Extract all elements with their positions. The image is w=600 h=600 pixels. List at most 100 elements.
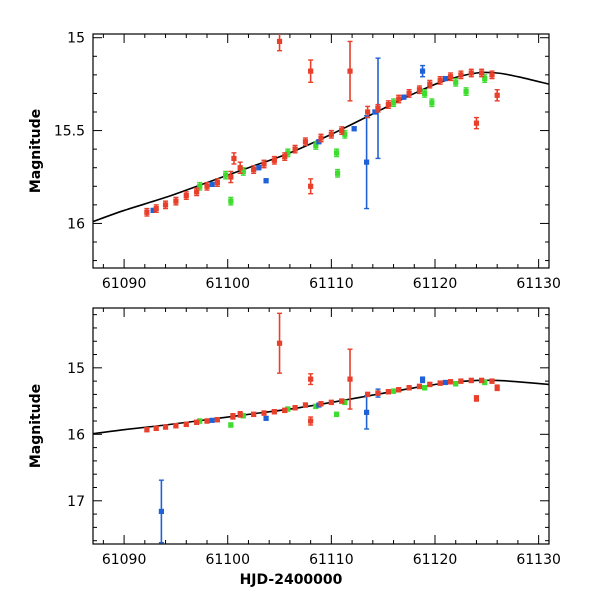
- data-point: [282, 407, 288, 413]
- data-point: [375, 105, 381, 111]
- y-tick-label: 16: [67, 216, 85, 232]
- data-point: [237, 165, 243, 171]
- data-point: [251, 411, 257, 417]
- data-point: [271, 157, 277, 163]
- data-point: [416, 87, 423, 93]
- data-point: [372, 109, 378, 115]
- data-point: [308, 418, 314, 424]
- plot-frame: [92, 33, 550, 269]
- x-tick-label: 61090: [102, 552, 147, 568]
- data-point: [261, 410, 267, 416]
- data-point: [442, 379, 448, 386]
- data-point: [458, 378, 464, 384]
- data-point: [173, 423, 179, 429]
- plot-frame: [92, 307, 550, 545]
- data-point: [437, 380, 443, 386]
- data-point: [365, 391, 371, 398]
- x-tick-label: 61120: [413, 552, 458, 568]
- model-curve: [93, 71, 549, 223]
- data-point: [251, 166, 257, 173]
- data-point: [230, 413, 236, 419]
- data-point: [302, 402, 309, 408]
- data-point: [416, 383, 423, 390]
- data-point: [214, 417, 220, 423]
- data-point: [401, 94, 407, 100]
- x-tick-label: 61110: [309, 276, 354, 292]
- data-point: [256, 165, 262, 171]
- data-point: [204, 183, 210, 189]
- data-point: [197, 418, 203, 424]
- data-point: [162, 424, 169, 430]
- data-point: [453, 381, 459, 387]
- data-point: [447, 74, 454, 80]
- data-point: [437, 77, 443, 84]
- data-point: [342, 399, 348, 405]
- top-panel: 61090 61100 61110 61120 61130 15 15.5 16 Magnitu…: [28, 31, 561, 292]
- data-point: [479, 70, 485, 76]
- data-point: [308, 376, 314, 382]
- data-point: [342, 131, 348, 137]
- data-point: [442, 75, 448, 82]
- data-point: [482, 75, 488, 82]
- data-point: [204, 418, 210, 424]
- data-point: [302, 139, 309, 145]
- data-point: [228, 174, 234, 180]
- data-point: [153, 205, 159, 212]
- data-point: [209, 181, 215, 188]
- data-point: [197, 183, 203, 189]
- data-point: [144, 209, 150, 215]
- data-point: [334, 170, 341, 176]
- data-point: [328, 399, 334, 405]
- data-point: [494, 385, 500, 391]
- data-point: [406, 90, 412, 97]
- series-red: [144, 312, 500, 433]
- data-point: [162, 202, 169, 208]
- data-point: [333, 411, 340, 417]
- data-point: [194, 419, 200, 425]
- data-point: [240, 168, 246, 175]
- data-point: [463, 88, 469, 95]
- data-point: [150, 207, 156, 214]
- data-point: [285, 406, 291, 412]
- data-point: [223, 172, 229, 178]
- series-red: [144, 34, 500, 217]
- data-point: [365, 109, 371, 115]
- data-point: [313, 142, 319, 149]
- data-point: [347, 68, 353, 74]
- data-point: [429, 100, 435, 106]
- data-point: [473, 395, 480, 402]
- data-point: [390, 388, 397, 394]
- data-point: [318, 401, 324, 407]
- data-point: [494, 92, 500, 98]
- data-point: [351, 126, 357, 132]
- data-point: [333, 150, 340, 156]
- plot-area: [93, 34, 549, 223]
- data-point: [339, 398, 345, 404]
- y-tick-label: 16: [67, 427, 85, 443]
- data-point: [271, 409, 277, 415]
- data-point: [292, 405, 298, 411]
- y-tick-label: 17: [67, 494, 85, 510]
- data-point: [468, 70, 474, 76]
- model-curve: [93, 379, 549, 435]
- data-point: [173, 198, 179, 204]
- data-point: [375, 390, 381, 396]
- data-point: [263, 415, 269, 421]
- x-tick-label: 61090: [102, 276, 147, 292]
- data-point: [489, 378, 495, 384]
- data-point: [183, 421, 189, 427]
- data-point: [144, 427, 150, 433]
- x-axis-label: HJD-2400000: [240, 572, 343, 588]
- data-point: [364, 159, 370, 165]
- x-tick-label: 61100: [205, 552, 250, 568]
- data-point: [385, 101, 391, 108]
- data-point: [347, 376, 353, 382]
- data-point: [313, 403, 319, 409]
- data-point: [339, 127, 345, 134]
- y-axis-label: Magnitude: [28, 384, 44, 468]
- data-point: [261, 161, 267, 167]
- data-point: [158, 508, 164, 515]
- x-tick-label: 61130: [516, 276, 561, 292]
- y-axis-label: Magnitude: [28, 109, 44, 193]
